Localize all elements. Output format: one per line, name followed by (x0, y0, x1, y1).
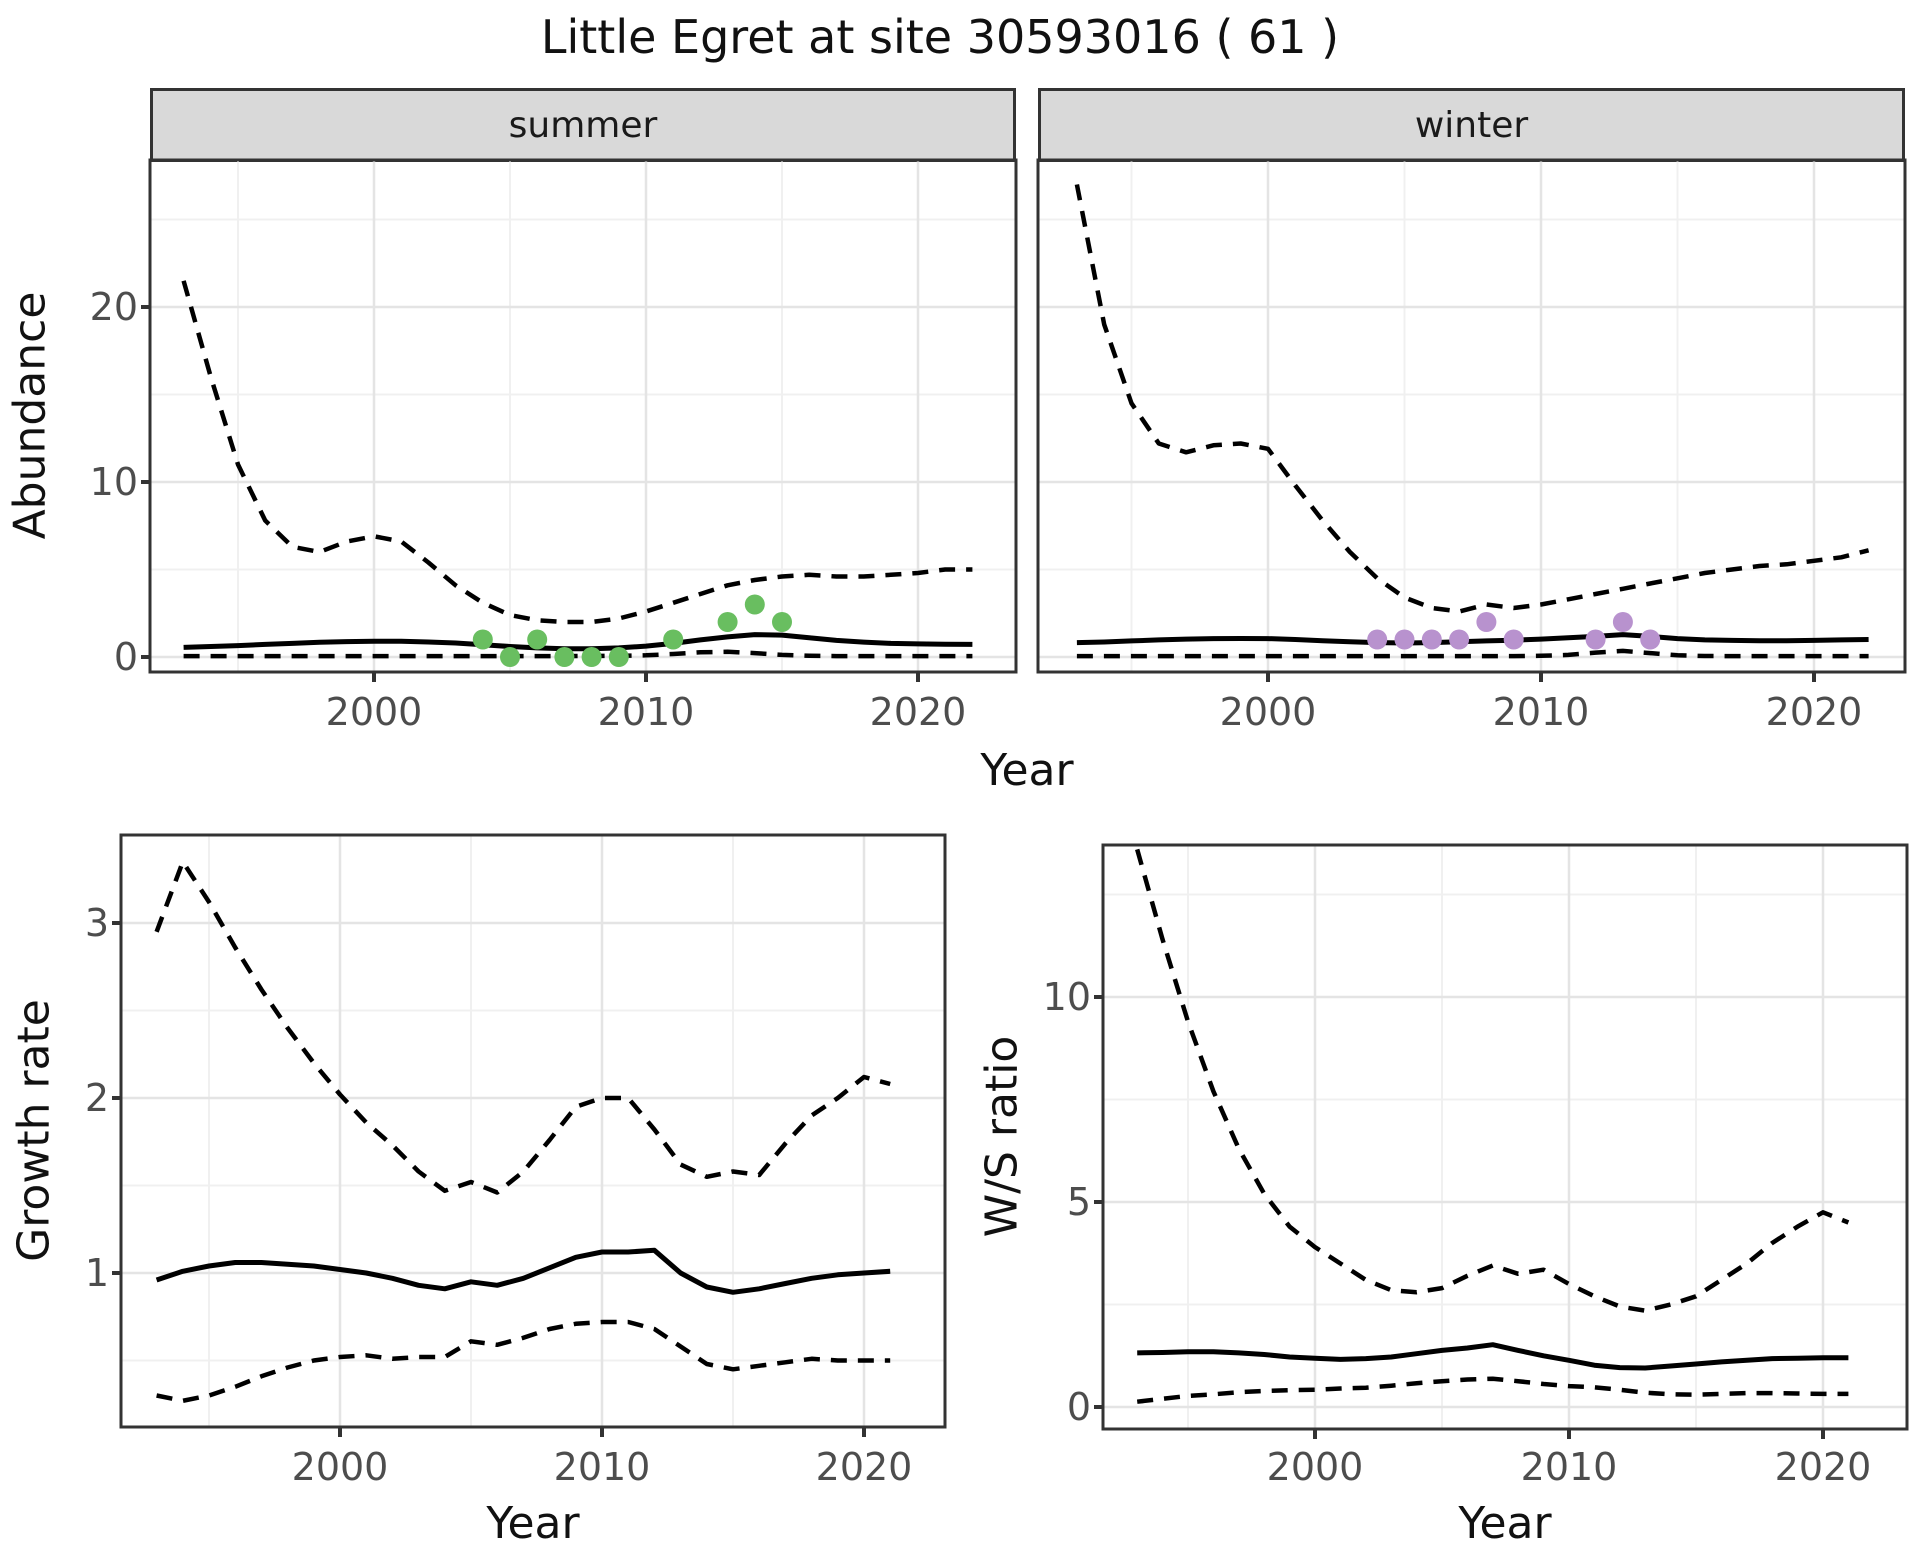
panel-growth-rate-median-line (155, 1247, 891, 1295)
svg-text:2020: 2020 (816, 1445, 913, 1489)
svg-text:2000: 2000 (326, 690, 423, 734)
svg-text:10: 10 (1043, 975, 1091, 1019)
panel-abundance-summer-observed-points (472, 594, 792, 667)
panel-abundance-summer-upper_ci-line (181, 280, 973, 625)
svg-text:2010: 2010 (598, 690, 695, 734)
svg-text:2000: 2000 (1267, 1445, 1364, 1489)
panel-abundance-summer: 2000 2010 2020 0 10 20 (90, 158, 1018, 734)
svg-text:3: 3 (85, 901, 109, 945)
panel-growth-rate-border (119, 833, 947, 1429)
svg-text:0: 0 (1067, 1385, 1091, 1429)
panel-growth-rate-axis: 2000 2010 2020 1 2 3 (85, 901, 913, 1489)
facet-strip-summer-label: summer (508, 104, 658, 146)
panel-ws-ratio: 2000 2010 2020 0 5 10 (1043, 843, 1909, 1489)
panel-ws-ratio-axis: 2000 2010 2020 0 5 10 (1043, 975, 1872, 1489)
panel-ws-ratio-median-line (1137, 1342, 1849, 1371)
panel-abundance-summer-lower_ci-line (183, 649, 973, 659)
svg-text:1: 1 (85, 1251, 109, 1295)
panel-abundance-summer-border (148, 158, 1018, 674)
panel-abundance-winter-lower_ci-line (1076, 648, 1869, 659)
panel-growth-rate: 2000 2010 2020 1 2 3 (85, 833, 947, 1489)
svg-text:2000: 2000 (1220, 690, 1317, 734)
panel-growth-rate-upper_ci-line (154, 859, 891, 1195)
panel-abundance-summer-axis: 2000 2010 2020 0 10 20 (90, 285, 967, 734)
panel-ws-ratio-gridlines (1103, 845, 1907, 1429)
svg-text:2010: 2010 (1493, 690, 1590, 734)
svg-text:2020: 2020 (1766, 690, 1863, 734)
panel-growth-rate-gridlines (121, 835, 945, 1427)
panel-abundance-summer-median-line (183, 632, 973, 652)
plot-title: Little Egret at site 30593016 ( 61 ) (540, 10, 1340, 64)
svg-text:2000: 2000 (292, 1445, 389, 1489)
svg-text:2010: 2010 (554, 1445, 651, 1489)
panel-ws-ratio-border (1101, 843, 1909, 1431)
facet-strip-winter: winter (1038, 88, 1905, 162)
panel-abundance-summer-gridlines (150, 160, 1016, 672)
x-axis-title-year-ws: Year (1458, 1498, 1552, 1549)
x-axis-title-year-top: Year (980, 745, 1074, 796)
panel-abundance-winter-observed-points (1367, 612, 1661, 650)
svg-text:10: 10 (90, 460, 138, 504)
panel-ws-ratio-lower_ci-line (1136, 1376, 1849, 1404)
svg-text:0: 0 (114, 635, 138, 679)
panel-abundance-winter-gridlines (1038, 160, 1905, 672)
panel-abundance-winter: 2000 2010 2020 (1036, 158, 1907, 734)
panel-abundance-winter-upper_ci-line (1074, 184, 1870, 614)
panel-growth-rate-lower_ci-line (156, 1319, 891, 1404)
panel-abundance-winter-median-line (1076, 632, 1869, 646)
svg-text:20: 20 (90, 285, 138, 329)
facet-strip-winter-label: winter (1414, 104, 1529, 146)
svg-text:2020: 2020 (1775, 1445, 1872, 1489)
panel-abundance-winter-axis: 2000 2010 2020 (1220, 672, 1863, 734)
x-axis-title-year-growth: Year (486, 1498, 580, 1549)
facet-strip-summer: summer (150, 88, 1016, 162)
svg-text:2: 2 (85, 1076, 109, 1120)
panel-ws-ratio-upper_ci-line (1135, 848, 1850, 1313)
svg-text:5: 5 (1067, 1180, 1091, 1224)
svg-text:2020: 2020 (870, 690, 967, 734)
svg-text:2010: 2010 (1521, 1445, 1618, 1489)
panel-abundance-winter-border (1036, 158, 1907, 674)
